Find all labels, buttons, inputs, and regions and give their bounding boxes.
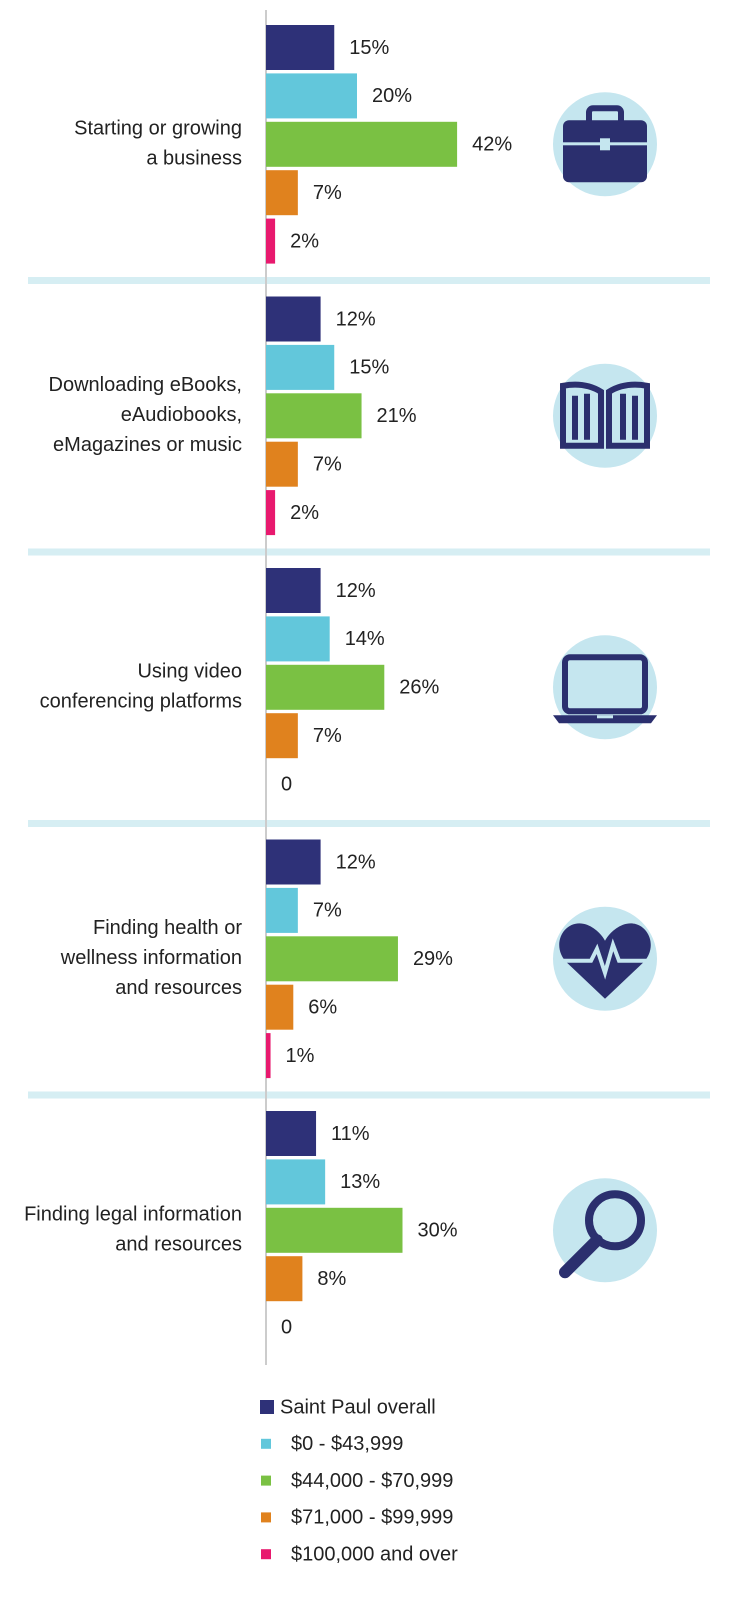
separator bbox=[28, 820, 710, 827]
icon-part bbox=[562, 654, 648, 715]
bar bbox=[266, 490, 276, 536]
value-label: 26% bbox=[399, 677, 439, 699]
category-label: eAudiobooks, bbox=[121, 404, 242, 426]
icon-part bbox=[559, 923, 651, 999]
icon-part bbox=[553, 715, 657, 724]
value-label: 2% bbox=[290, 230, 319, 252]
category-label: Starting or growing bbox=[74, 118, 242, 140]
value-label: 42% bbox=[472, 134, 512, 156]
bar bbox=[266, 568, 321, 613]
bar bbox=[266, 218, 276, 264]
value-label: 20% bbox=[372, 85, 412, 107]
value-label: 2% bbox=[290, 502, 319, 524]
icon bbox=[553, 1178, 657, 1283]
icon-part bbox=[572, 393, 638, 440]
separator bbox=[28, 277, 710, 284]
bar bbox=[266, 1207, 403, 1253]
bar bbox=[266, 936, 398, 982]
bar bbox=[266, 664, 385, 710]
bar bbox=[266, 984, 294, 1030]
value-label: 7% bbox=[313, 453, 342, 475]
value-label: 7% bbox=[313, 182, 342, 204]
bar bbox=[266, 170, 298, 216]
bar bbox=[266, 839, 321, 885]
bar bbox=[266, 713, 298, 759]
bar bbox=[266, 441, 298, 487]
icon-part bbox=[597, 715, 613, 719]
legend-label: Saint Paul overall bbox=[280, 1396, 436, 1418]
value-label: 15% bbox=[349, 357, 389, 379]
bar bbox=[266, 344, 335, 390]
value-label: 0 bbox=[281, 1316, 292, 1338]
bar bbox=[266, 25, 335, 70]
icon-part bbox=[555, 938, 655, 980]
icon-part bbox=[585, 1190, 645, 1251]
value-label: 29% bbox=[413, 948, 453, 970]
icon bbox=[553, 363, 657, 468]
value-label: 30% bbox=[418, 1220, 458, 1242]
bar bbox=[266, 887, 298, 933]
category-label: wellness information bbox=[60, 947, 242, 969]
value-label: 6% bbox=[308, 996, 337, 1018]
separator bbox=[28, 548, 710, 556]
category-label: a business bbox=[146, 148, 242, 170]
value-label: 21% bbox=[377, 405, 417, 427]
icon-part bbox=[563, 120, 647, 183]
icon-part bbox=[559, 1234, 603, 1279]
bar bbox=[266, 616, 330, 662]
legend-label: $44,000 - $70,999 bbox=[291, 1470, 453, 1492]
value-label: 12% bbox=[336, 308, 376, 330]
legend-swatch bbox=[260, 1400, 274, 1414]
value-label: 14% bbox=[345, 628, 385, 650]
value-label: 8% bbox=[317, 1268, 346, 1290]
icon bbox=[553, 906, 657, 1011]
legend-swatch bbox=[261, 1549, 271, 1560]
bar bbox=[266, 1111, 317, 1156]
category-label: Downloading eBooks, bbox=[49, 374, 242, 396]
value-label: 7% bbox=[313, 725, 342, 747]
icon-part bbox=[600, 138, 610, 151]
icon-part bbox=[560, 381, 650, 449]
bar bbox=[266, 73, 357, 119]
category-label: Finding legal information bbox=[24, 1204, 242, 1226]
value-label: 15% bbox=[349, 37, 389, 59]
legend-swatch bbox=[261, 1475, 271, 1486]
value-label: 0 bbox=[281, 773, 292, 795]
bar bbox=[266, 393, 362, 439]
category-label: Finding health or bbox=[93, 917, 242, 939]
icon-bg bbox=[553, 363, 657, 468]
bar bbox=[266, 296, 321, 342]
bar bbox=[266, 1033, 271, 1079]
value-label: 12% bbox=[336, 851, 376, 873]
category-label: eMagazines or music bbox=[53, 434, 242, 456]
value-label: 7% bbox=[313, 900, 342, 922]
value-label: 12% bbox=[336, 580, 376, 602]
legend-swatch bbox=[261, 1512, 271, 1523]
value-label: 1% bbox=[286, 1045, 315, 1067]
icon bbox=[553, 92, 657, 197]
category-label: Using video bbox=[137, 661, 242, 683]
value-label: 11% bbox=[331, 1123, 370, 1145]
icon-bg bbox=[553, 635, 657, 740]
value-label: 13% bbox=[340, 1171, 380, 1193]
category-label: and resources bbox=[115, 977, 242, 999]
legend-swatch bbox=[261, 1438, 271, 1449]
category-label: conferencing platforms bbox=[40, 691, 242, 713]
bar bbox=[266, 1159, 326, 1205]
legend-label: $0 - $43,999 bbox=[291, 1433, 403, 1455]
bar bbox=[266, 1256, 303, 1302]
legend-label: $71,000 - $99,999 bbox=[291, 1507, 453, 1529]
icon bbox=[553, 635, 657, 740]
category-label: and resources bbox=[115, 1234, 242, 1256]
separator bbox=[28, 1091, 710, 1099]
bar bbox=[266, 121, 458, 167]
legend-label: $100,000 and over bbox=[291, 1543, 458, 1565]
